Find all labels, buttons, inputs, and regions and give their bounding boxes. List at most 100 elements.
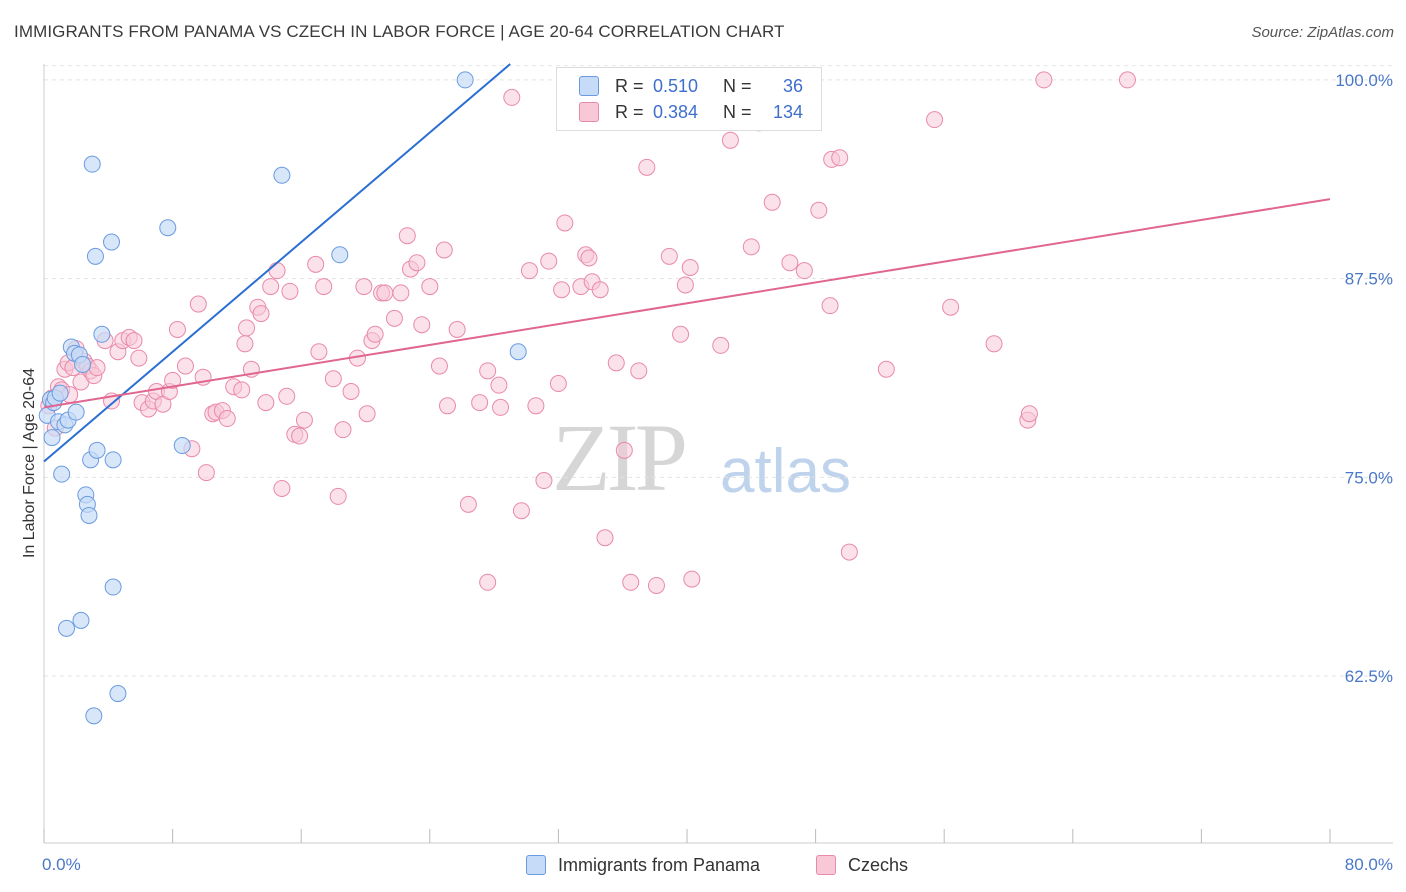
czech-point [683, 570, 701, 588]
czech-point [926, 111, 944, 129]
panama-point [509, 343, 527, 361]
czech-point [721, 131, 739, 149]
czech-point [985, 335, 1003, 353]
tick-labels: 62.5% 75.0% 87.5% 100.0% 0.0% 80.0% [42, 71, 1393, 874]
czech-point [168, 320, 186, 338]
correlation-legend: R = 0.510 N = 36 R = 0.384 N = 134 [556, 67, 822, 131]
czech-point [596, 529, 614, 547]
czech-point [742, 238, 760, 256]
czech-point [535, 472, 553, 490]
czech-point [580, 249, 598, 267]
czech-point [189, 295, 207, 313]
panama-point [85, 707, 103, 725]
chart-title: IMMIGRANTS FROM PANAMA VS CZECH IN LABOR… [14, 22, 785, 41]
legend-r-label: R = [615, 101, 644, 122]
czech-point [164, 371, 182, 389]
czech-point [520, 262, 538, 280]
panama-point [93, 325, 111, 343]
czech-point [88, 359, 106, 377]
czech-point [125, 332, 143, 350]
legend-n-value-czech: 134 [772, 101, 803, 122]
czech-point [712, 336, 730, 354]
legend-r-value-panama: 0.510 [653, 75, 699, 96]
panama-point [159, 219, 177, 237]
czech-point [479, 362, 497, 380]
czech-point [130, 349, 148, 367]
czech-point [781, 254, 799, 272]
czech-point [503, 88, 521, 106]
czech-point [238, 319, 256, 337]
czech-points [40, 71, 1136, 594]
czech-point [490, 376, 508, 394]
bottom-legend-panama[interactable]: Immigrants from Panama [526, 853, 760, 877]
panama-point [103, 233, 121, 251]
czech-point [647, 576, 665, 594]
czech-point [307, 255, 325, 273]
panama-point [43, 429, 61, 447]
czech-point [492, 398, 510, 416]
panama-point [109, 685, 127, 703]
czech-point [810, 201, 828, 219]
czech-point [295, 411, 313, 429]
panama-point [86, 247, 104, 265]
czech-point [676, 276, 694, 294]
czech-point [176, 357, 194, 375]
panama-point [331, 246, 349, 264]
czech-point [334, 421, 352, 439]
czech-point [281, 282, 299, 300]
trend-lines [43, 63, 1331, 463]
czech-trend-line [43, 198, 1331, 409]
czech-point [831, 149, 849, 167]
panama-point [53, 465, 71, 483]
czech-point [236, 335, 254, 353]
czech-point [262, 278, 280, 296]
panama-point [273, 166, 291, 184]
legend-r-label: R = [615, 75, 644, 96]
legend-row-czech: R = 0.384 N = 134 [579, 100, 803, 124]
x-tick-label: 80.0% [1345, 855, 1393, 874]
panama-point [173, 437, 191, 455]
czech-point [471, 394, 489, 412]
czech-point [512, 502, 530, 520]
czech-point [527, 397, 545, 415]
legend-n-label: N = [723, 75, 752, 96]
panama-points [38, 71, 527, 725]
czech-point [877, 360, 895, 378]
czech-point [479, 573, 497, 591]
czech-point [324, 370, 342, 388]
czech-point [607, 354, 625, 372]
y-tick-label: 100.0% [1335, 71, 1393, 90]
czech-point [556, 214, 574, 232]
czech-point [291, 427, 309, 445]
czech-point [315, 278, 333, 296]
czech-point [355, 278, 373, 296]
panama-point [51, 384, 69, 402]
legend-swatch-panama [579, 76, 599, 96]
panama-point [83, 155, 101, 173]
y-tick-label: 62.5% [1345, 667, 1393, 686]
panama-point [67, 403, 85, 421]
panama-point [104, 578, 122, 596]
bottom-legend-swatch-panama [526, 855, 546, 875]
panama-point [456, 71, 474, 89]
watermark-atlas: atlas [720, 437, 851, 506]
legend-row-panama: R = 0.510 N = 36 [579, 74, 803, 98]
czech-point [540, 252, 558, 270]
czech-point [218, 410, 236, 428]
czech-point [638, 158, 656, 176]
czech-point [392, 284, 410, 302]
y-tick-label: 75.0% [1345, 468, 1393, 487]
czech-point [1020, 405, 1038, 423]
y-tick-label: 87.5% [1345, 270, 1393, 289]
legend-n-label: N = [723, 101, 752, 122]
czech-point [615, 441, 633, 459]
czech-point [398, 227, 416, 245]
panama-point [72, 611, 90, 629]
panama-point [104, 451, 122, 469]
panama-point [88, 441, 106, 459]
czech-point [252, 305, 270, 323]
legend-n-value-panama: 36 [782, 75, 803, 96]
panama-point [80, 507, 98, 525]
bottom-legend-czech[interactable]: Czechs [816, 853, 908, 877]
